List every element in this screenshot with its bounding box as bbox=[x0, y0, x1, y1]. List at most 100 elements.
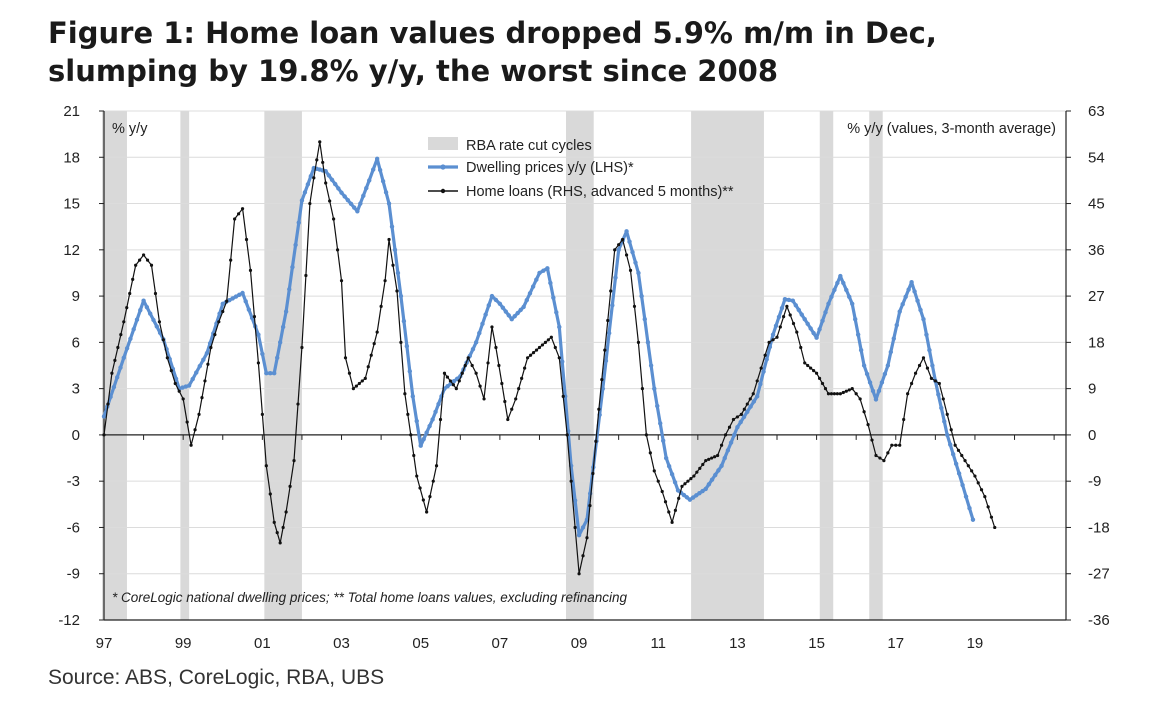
data-point bbox=[898, 443, 902, 447]
data-point bbox=[201, 357, 206, 362]
data-point bbox=[312, 176, 316, 180]
data-point bbox=[936, 392, 941, 397]
data-point bbox=[826, 301, 831, 307]
data-point bbox=[445, 383, 450, 389]
x-tick-label: 11 bbox=[650, 635, 666, 652]
x-tick-label: 09 bbox=[571, 635, 588, 652]
data-point bbox=[885, 363, 891, 368]
data-point bbox=[829, 392, 834, 396]
data-point bbox=[418, 486, 422, 490]
data-point bbox=[841, 280, 846, 286]
legend: RBA rate cut cycles Dwelling prices y/y (… bbox=[428, 137, 734, 200]
data-point bbox=[101, 414, 107, 419]
data-point bbox=[264, 464, 268, 468]
data-point bbox=[315, 158, 319, 162]
data-point bbox=[197, 363, 203, 369]
data-point bbox=[147, 311, 153, 316]
data-point bbox=[700, 488, 705, 494]
data-point bbox=[577, 572, 581, 576]
data-point bbox=[460, 371, 464, 375]
data-point bbox=[345, 197, 351, 203]
data-point bbox=[183, 384, 189, 389]
data-point bbox=[377, 167, 383, 173]
data-point bbox=[921, 356, 926, 360]
data-point bbox=[910, 381, 914, 386]
data-point bbox=[742, 407, 746, 411]
data-point bbox=[477, 330, 482, 336]
data-point bbox=[630, 249, 635, 255]
data-point bbox=[194, 370, 199, 375]
data-point bbox=[581, 554, 585, 558]
data-point bbox=[177, 389, 181, 393]
data-point bbox=[782, 296, 788, 302]
data-point bbox=[697, 491, 702, 496]
data-point bbox=[930, 363, 935, 368]
data-point bbox=[627, 239, 632, 244]
data-point bbox=[134, 263, 138, 267]
data-point bbox=[354, 384, 358, 388]
data-point bbox=[149, 263, 154, 267]
data-point bbox=[414, 418, 419, 424]
data-point bbox=[692, 474, 696, 478]
footnote: * CoreLogic national dwelling prices; **… bbox=[112, 590, 628, 605]
data-point bbox=[366, 365, 370, 369]
data-point bbox=[186, 383, 192, 388]
data-point bbox=[527, 291, 533, 296]
left-tick-label: 0 bbox=[72, 427, 80, 444]
data-point bbox=[240, 207, 245, 211]
data-point bbox=[534, 277, 539, 282]
home-loans-series bbox=[102, 140, 997, 576]
x-tick-label: 07 bbox=[492, 635, 509, 652]
data-point bbox=[628, 268, 633, 272]
data-point bbox=[741, 414, 747, 420]
left-tick-label: 15 bbox=[63, 196, 80, 213]
left-tick-label: 3 bbox=[72, 381, 80, 398]
data-point bbox=[537, 270, 542, 276]
data-point bbox=[858, 397, 862, 401]
data-point bbox=[383, 279, 387, 283]
data-point bbox=[204, 350, 210, 356]
data-point bbox=[823, 387, 828, 391]
data-point bbox=[546, 338, 550, 342]
data-point bbox=[372, 342, 376, 346]
data-point bbox=[506, 313, 511, 318]
data-point bbox=[663, 455, 669, 461]
data-point bbox=[900, 301, 905, 307]
data-point bbox=[799, 345, 803, 350]
data-point bbox=[924, 332, 929, 337]
data-point bbox=[380, 178, 386, 184]
data-point bbox=[230, 296, 235, 301]
data-point bbox=[886, 451, 890, 455]
data-point bbox=[512, 313, 517, 319]
data-point bbox=[534, 348, 539, 352]
data-point bbox=[304, 273, 308, 278]
data-point bbox=[233, 217, 237, 221]
data-point bbox=[497, 301, 503, 307]
right-tick-label: -36 bbox=[1088, 612, 1110, 629]
data-point bbox=[805, 321, 810, 327]
data-point bbox=[764, 357, 769, 362]
data-point bbox=[709, 477, 715, 482]
data-point bbox=[131, 277, 135, 281]
x-tick-label: 13 bbox=[729, 635, 746, 652]
data-point bbox=[690, 495, 696, 500]
data-point bbox=[814, 335, 819, 340]
data-point bbox=[321, 160, 325, 165]
data-point bbox=[124, 346, 130, 351]
data-point bbox=[850, 387, 854, 391]
data-point bbox=[138, 258, 142, 262]
data-point bbox=[767, 344, 773, 350]
data-point bbox=[861, 363, 867, 368]
data-point bbox=[256, 332, 261, 337]
data-point bbox=[483, 312, 488, 317]
data-point bbox=[428, 495, 432, 499]
data-point bbox=[838, 273, 843, 279]
data-point bbox=[332, 217, 336, 221]
data-point bbox=[339, 279, 344, 283]
data-point bbox=[927, 347, 932, 353]
data-point bbox=[656, 479, 660, 483]
data-point bbox=[953, 461, 959, 467]
data-point bbox=[500, 305, 506, 310]
data-point bbox=[979, 488, 984, 492]
data-point bbox=[151, 317, 156, 323]
